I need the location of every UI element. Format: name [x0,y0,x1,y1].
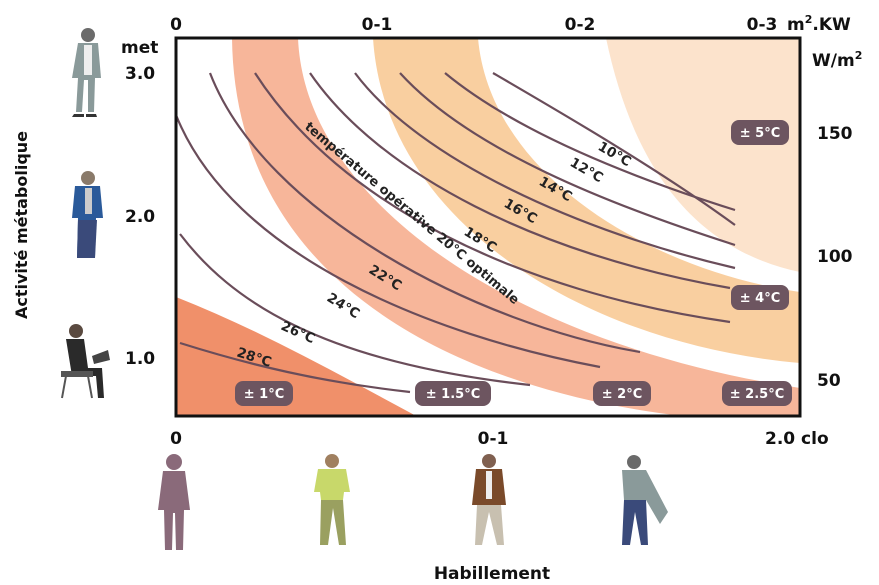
right-axis-unit: W/m2 [812,49,862,71]
right-tick: 150 [817,124,853,144]
nude-person-icon [158,454,190,550]
tolerance-badge: ± 4°C [731,285,789,310]
bottom-tick: 0-1 [478,429,509,449]
top-tick: 0-3 [747,15,778,35]
comfort-bands [176,38,800,416]
plot-frame [174,36,802,418]
tshirt-person-icon [314,454,350,545]
bottom-axis-title: Habillement [434,564,550,584]
curve-28c [179,341,411,394]
isotherm-curves [174,72,736,394]
svg-text:± 5°C: ± 5°C [740,126,781,141]
tolerance-badge: ± 2.5°C [722,381,792,406]
tolerance-badge: ± 5°C [731,120,789,145]
tolerance-badge: ± 1°C [235,381,293,406]
curve-22c [208,72,641,354]
right-axis: W/m2 150 100 50 [812,49,862,391]
curve-10c [492,72,736,226]
band-2c [232,38,800,416]
top-tick: 0-2 [565,15,596,35]
top-axis-unit: m2.KW [787,13,851,35]
curve-16c [354,72,736,270]
seated-person-laptop-icon [61,324,110,399]
left-axis-title: Activité métabolique [12,131,31,319]
svg-text:± 1°C: ± 1°C [244,387,285,402]
svg-text:± 2°C: ± 2°C [602,387,643,402]
top-tick: 0-1 [362,15,393,35]
left-tick: 2.0 [125,207,155,227]
left-axis: met 3.0 2.0 1.0 Activité métabolique [12,38,158,369]
svg-text:± 2.5°C: ± 2.5°C [730,387,785,402]
svg-text:± 1.5°C: ± 1.5°C [426,387,481,402]
curve-24c [174,114,601,369]
band-5c [606,38,800,272]
walking-person-blue-icon [72,171,103,258]
bottom-tick: 2.0 clo [765,429,829,449]
jacket-person-icon [472,454,506,545]
right-tick: 50 [817,371,841,391]
tolerance-badge: ± 1.5°C [415,381,491,406]
curve-26c [179,233,531,387]
curve-18c [309,72,731,290]
left-axis-unit: met [121,38,158,58]
tolerance-badge: ± 2°C [593,381,651,406]
coat-person-icon [622,455,668,545]
curve-20c [254,72,731,324]
bottom-tick: 0 [170,429,182,449]
svg-text:± 4°C: ± 4°C [740,291,781,306]
top-axis: 0 0-1 0-2 0-3 m2.KW [170,13,851,35]
left-tick: 1.0 [125,349,155,369]
bottom-axis: 0 0-1 2.0 clo Habillement [170,429,829,584]
right-tick: 100 [817,247,853,267]
curve-14c [399,72,736,247]
top-tick: 0 [170,15,182,35]
tolerance-badges: ± 1°C ± 1.5°C ± 2°C ± 2.5°C ± 4°C ± 5°C [235,120,792,406]
left-tick: 3.0 [125,64,155,84]
standing-person-icon [72,28,101,117]
